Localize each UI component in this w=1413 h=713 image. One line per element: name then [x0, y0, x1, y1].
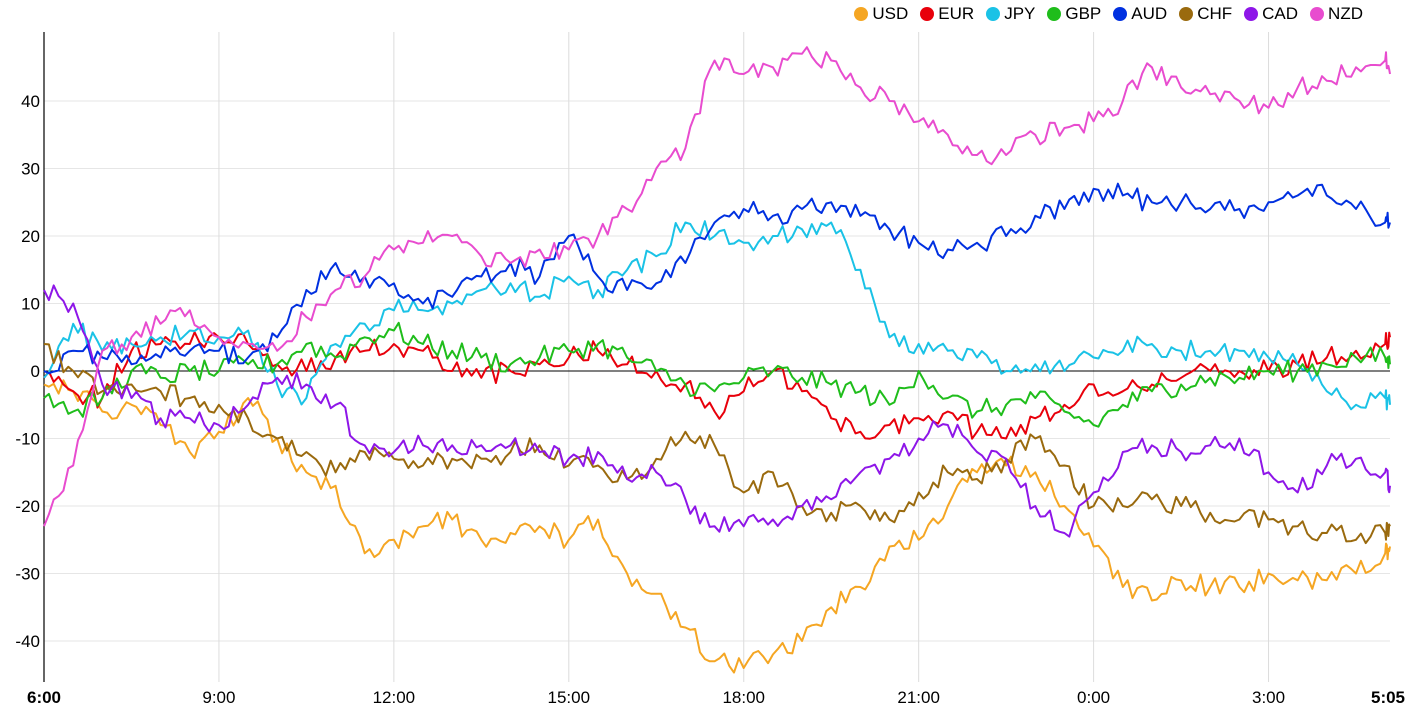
- series-line-gbp: [43, 321, 1391, 428]
- legend-label: CAD: [1262, 4, 1299, 23]
- x-tick-label: 5:05: [1371, 688, 1405, 707]
- y-tick-label: 20: [21, 227, 40, 246]
- y-tick-label: 0: [31, 362, 40, 381]
- legend-label: AUD: [1131, 4, 1168, 23]
- legend-item-gbp[interactable]: GBP: [1047, 4, 1101, 24]
- legend-swatch: [986, 7, 1001, 21]
- y-tick-label: 30: [21, 160, 40, 179]
- series-line-jpy: [43, 220, 1391, 411]
- legend-label: USD: [872, 4, 909, 23]
- x-tick-label: 3:00: [1252, 688, 1285, 707]
- series-line-eur: [43, 331, 1391, 440]
- legend-label: EUR: [938, 4, 975, 23]
- y-tick-label: -10: [15, 430, 40, 449]
- x-tick-label: 18:00: [722, 688, 765, 707]
- y-tick-label: -40: [15, 632, 40, 651]
- series-line-cad: [43, 284, 1391, 538]
- legend-item-jpy[interactable]: JPY: [986, 4, 1035, 24]
- x-tick-label: 21:00: [897, 688, 940, 707]
- legend-label: NZD: [1328, 4, 1363, 23]
- legend: USD EUR JPY GBP AUD CHF CAD NZD: [854, 4, 1363, 24]
- x-tick-label: 12:00: [373, 688, 416, 707]
- series-line-nzd: [43, 46, 1391, 527]
- y-tick-label: 10: [21, 295, 40, 314]
- legend-swatch: [1179, 7, 1194, 21]
- legend-item-usd[interactable]: USD: [854, 4, 908, 24]
- legend-item-nzd[interactable]: NZD: [1310, 4, 1363, 24]
- legend-label: GBP: [1065, 4, 1102, 23]
- y-tick-label: 40: [21, 92, 40, 111]
- series-line-usd: [43, 379, 1391, 674]
- x-tick-label: 9:00: [202, 688, 235, 707]
- legend-swatch: [1113, 7, 1128, 21]
- legend-swatch: [1244, 7, 1259, 21]
- legend-swatch: [1310, 7, 1325, 21]
- x-tick-label: 6:00: [27, 688, 61, 707]
- legend-label: JPY: [1004, 4, 1036, 23]
- series-line-chf: [43, 343, 1391, 545]
- legend-item-cad[interactable]: CAD: [1244, 4, 1298, 24]
- legend-swatch: [854, 7, 869, 21]
- legend-item-aud[interactable]: AUD: [1113, 4, 1167, 24]
- y-tick-label: -30: [15, 565, 40, 584]
- legend-item-eur[interactable]: EUR: [920, 4, 974, 24]
- legend-swatch: [1047, 7, 1062, 21]
- y-tick-label: -20: [15, 497, 40, 516]
- x-tick-label: 0:00: [1077, 688, 1110, 707]
- legend-label: CHF: [1197, 4, 1233, 23]
- series-line-aud: [43, 182, 1391, 375]
- x-tick-label: 15:00: [548, 688, 591, 707]
- legend-item-chf[interactable]: CHF: [1179, 4, 1232, 24]
- legend-swatch: [920, 7, 935, 21]
